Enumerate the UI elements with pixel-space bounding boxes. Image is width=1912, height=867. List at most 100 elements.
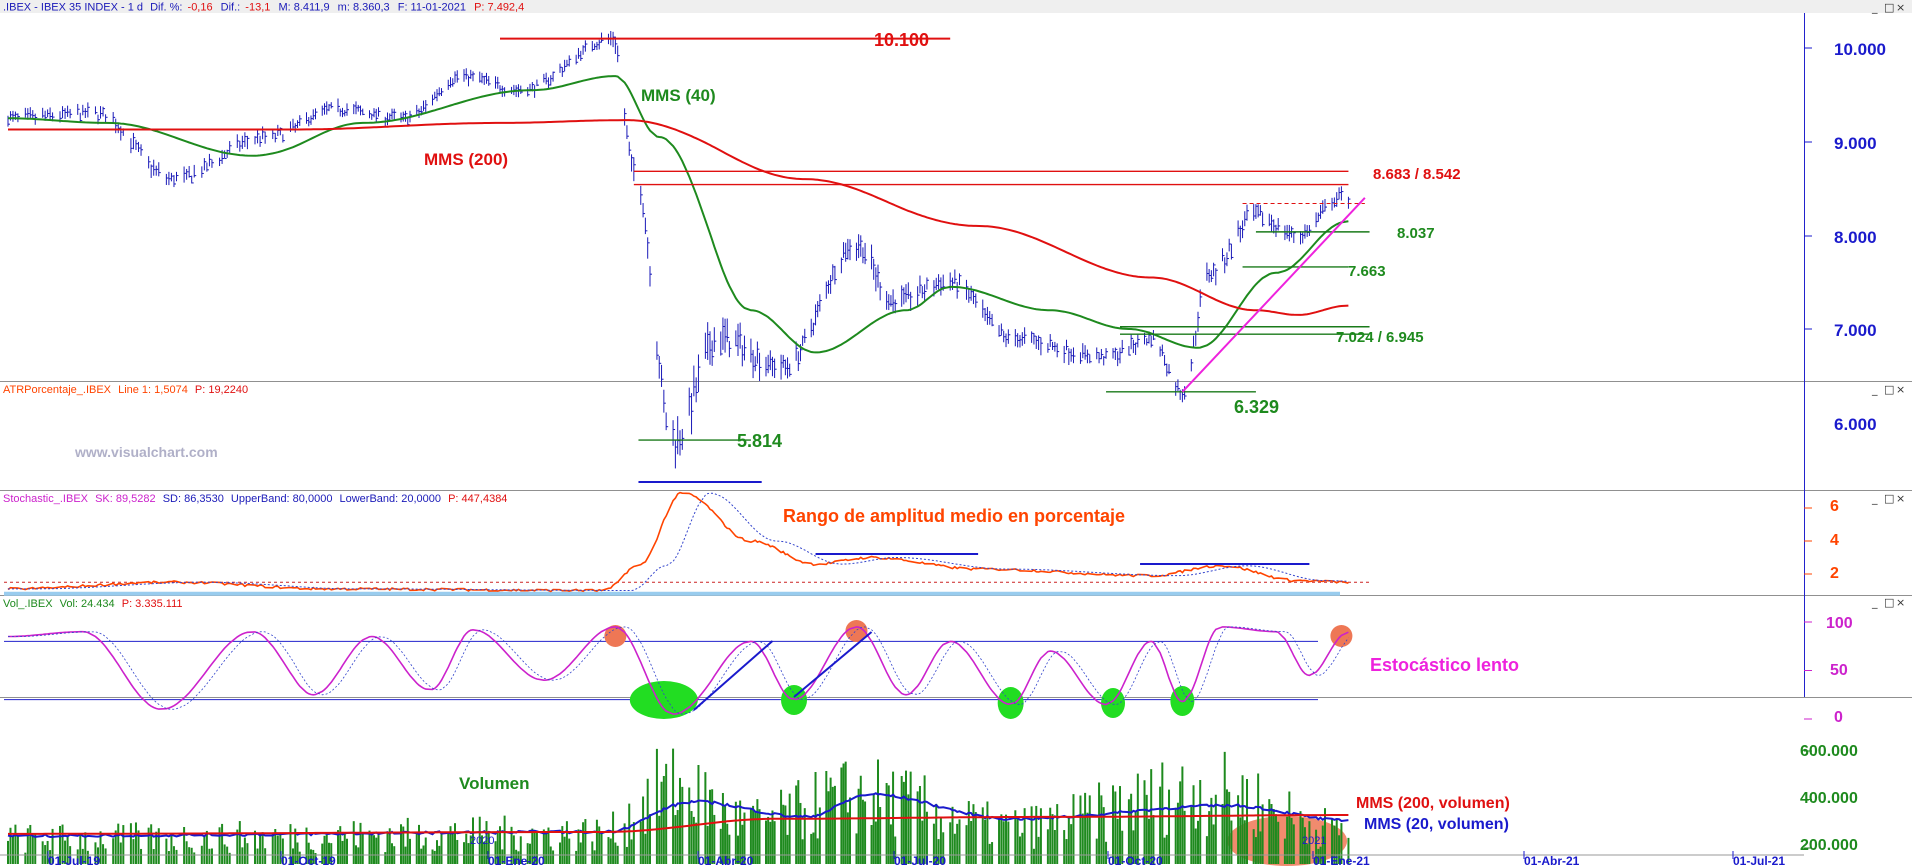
- low-5814-label: 5.814: [737, 431, 782, 451]
- price-title: .IBEX - IBEX 35 INDEX - 1 d: [3, 2, 143, 14]
- atr-maximize-button[interactable]: □: [1884, 383, 1894, 396]
- atr-annotation: Rango de amplitud medio en porcentaje: [783, 506, 1125, 526]
- stoch-divergence-line-1: [693, 640, 774, 711]
- stoch-tick-50: 50: [1830, 662, 1848, 679]
- stoch-maximize-button[interactable]: □: [1884, 492, 1894, 505]
- atr-close-button[interactable]: ×: [1896, 383, 1905, 396]
- stoch-window-controls: _ □ ×: [1871, 492, 1905, 505]
- x-tick-label: 01-Ene-21: [1313, 854, 1370, 867]
- date-value: F: 11-01-2021: [398, 2, 466, 14]
- atr-line: [7, 491, 1349, 593]
- atr-tick-6: 6: [1830, 498, 1839, 515]
- year-2020-label: 2020: [470, 835, 494, 847]
- volume-window-controls: _ □ ×: [1871, 596, 1905, 609]
- resistance-pair-label: 8.683 / 8.542: [1373, 166, 1461, 183]
- stoch-close-button[interactable]: ×: [1896, 492, 1905, 505]
- max-value: M: 8.411,9: [278, 2, 329, 14]
- x-tick-label: 01-Jul-19: [48, 854, 100, 867]
- vol-close-button[interactable]: ×: [1896, 596, 1905, 609]
- price-tick-9000: 9.000: [1834, 134, 1877, 153]
- x-tick-label: 01-Abr-21: [1524, 854, 1580, 867]
- x-axis: 01-Jul-19 01-Oct-19 01-Ene-20 01-Abr-20 01-J…: [0, 851, 1804, 867]
- x-tick-label: 01-Oct-20: [1108, 854, 1163, 867]
- volume-annotations: Volumen MMS (200, volumen) MMS (20, volu…: [459, 774, 1510, 847]
- stoch-y-axis: 100 50 0: [1826, 615, 1853, 726]
- low-6329-label: 6.329: [1234, 397, 1279, 417]
- stoch-sd: SD: 86,3530: [163, 493, 224, 505]
- atr-plot: [4, 481, 1812, 596]
- maximize-button[interactable]: □: [1884, 1, 1894, 14]
- watermark: www.visualchart.com: [74, 444, 218, 460]
- vol-value: Vol: 24.434: [60, 598, 115, 610]
- year-2021-label: 2021: [1302, 835, 1326, 847]
- vol-mms20-label: MMS (20, volumen): [1364, 816, 1509, 833]
- atr-tick-4: 4: [1830, 532, 1839, 549]
- x-tick-label: 01-Ene-20: [488, 854, 545, 867]
- support-8037-label: 8.037: [1397, 225, 1435, 242]
- stoch-minimize-button[interactable]: _: [1871, 492, 1878, 505]
- stoch-oversold-highlight: [629, 681, 698, 719]
- stochastic-plot: [4, 620, 1812, 720]
- vol-name: Vol_.IBEX: [3, 598, 53, 610]
- vol-tick-200000: 200.000: [1800, 837, 1858, 854]
- close-button[interactable]: ×: [1896, 1, 1905, 14]
- x-tick-label: 01-Jul-20: [894, 854, 946, 867]
- support-7663-label: 7.663: [1348, 263, 1386, 280]
- vol-mms200-line: [8, 814, 1349, 835]
- price-tick-8000: 8.000: [1834, 228, 1877, 247]
- stoch-sk-line: [8, 626, 1349, 715]
- atr-line-value: Line 1: 1,5074: [118, 384, 188, 396]
- minimize-button[interactable]: _: [1871, 1, 1878, 14]
- stoch-sk: SK: 89,5282: [95, 493, 156, 505]
- support-pair-label: 7.024 / 6.945: [1336, 329, 1424, 346]
- vol-maximize-button[interactable]: □: [1884, 596, 1894, 609]
- min-value: m: 8.360,3: [338, 2, 390, 14]
- stoch-name: Stochastic_.IBEX: [3, 493, 89, 505]
- price-window-controls: _ □ ×: [1871, 1, 1905, 14]
- atr-window-controls: _ □ ×: [1871, 383, 1905, 396]
- stoch-header: Stochastic_.IBEX SK: 89,5282 SD: 86,3530…: [3, 493, 507, 505]
- dif-label: Dif.:: [221, 2, 241, 14]
- atr-minimize-button[interactable]: _: [1871, 383, 1878, 396]
- volumen-label: Volumen: [459, 774, 530, 793]
- vol-tick-400000: 400.000: [1800, 790, 1858, 807]
- vol-tick-600000: 600.000: [1800, 743, 1858, 760]
- uptrend-line: [1181, 197, 1366, 393]
- x-tick-label: 01-Jul-21: [1733, 854, 1785, 867]
- vol-last: P: 3.335.111: [122, 598, 183, 610]
- atr-header-line: ATRPorcentaje_.IBEX Line 1: 1,5074 P: 19…: [3, 384, 248, 396]
- level-10100-label: 10.100: [874, 30, 929, 50]
- dif-pct-label: Dif. %:: [150, 2, 182, 14]
- mms200-label: MMS (200): [424, 150, 508, 169]
- mms40-line: [8, 75, 1349, 354]
- stoch-lower: LowerBand: 20,0000: [340, 493, 442, 505]
- price-tick-7000: 7.000: [1834, 321, 1877, 340]
- atr-signal-line: [8, 492, 1349, 591]
- stoch-divergence-line-2: [793, 631, 873, 698]
- stoch-annotation: Estocástico lento: [1370, 655, 1519, 675]
- atr-last-value: P: 19,2240: [195, 384, 248, 396]
- atr-tick-2: 2: [1830, 565, 1839, 582]
- dif-value: -13,1: [245, 2, 270, 14]
- mms40-label: MMS (40): [641, 86, 716, 105]
- vol-mms20-line: [7, 792, 1349, 839]
- mms200-line: [8, 119, 1349, 316]
- price-tick-10000: 10.000: [1834, 40, 1886, 59]
- x-tick-label: 01-Abr-20: [698, 854, 754, 867]
- price-annotations: 10.100 MMS (40) MMS (200) 8.683 / 8.542 …: [74, 30, 1461, 460]
- stoch-upper: UpperBand: 80,0000: [231, 493, 333, 505]
- vol-minimize-button[interactable]: _: [1871, 596, 1878, 609]
- volume-header: Vol_.IBEX Vol: 24.434 P: 3.335.111: [3, 598, 183, 610]
- volume-y-axis: 600.000 400.000 200.000: [1800, 743, 1858, 854]
- x-tick-label: 01-Oct-19: [281, 854, 336, 867]
- stoch-overbought-highlight: [845, 620, 868, 642]
- stoch-tick-0: 0: [1834, 709, 1843, 726]
- stoch-tick-100: 100: [1826, 615, 1853, 632]
- price-y-axis: 10.000 9.000 8.000 7.000 6.000: [1804, 40, 1886, 434]
- atr-name: ATRPorcentaje_.IBEX: [3, 384, 112, 396]
- stoch-oversold-highlight: [1101, 688, 1126, 718]
- atr-y-axis: 6 4 2: [1830, 498, 1839, 582]
- stoch-last: P: 447,4384: [448, 493, 507, 505]
- dif-pct-value: -0,16: [188, 2, 213, 14]
